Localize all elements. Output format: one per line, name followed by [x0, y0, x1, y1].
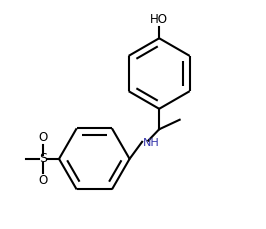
Text: O: O	[39, 174, 48, 187]
Text: S: S	[39, 152, 47, 165]
Text: O: O	[39, 131, 48, 144]
Text: NH: NH	[143, 138, 160, 148]
Text: HO: HO	[150, 13, 168, 26]
